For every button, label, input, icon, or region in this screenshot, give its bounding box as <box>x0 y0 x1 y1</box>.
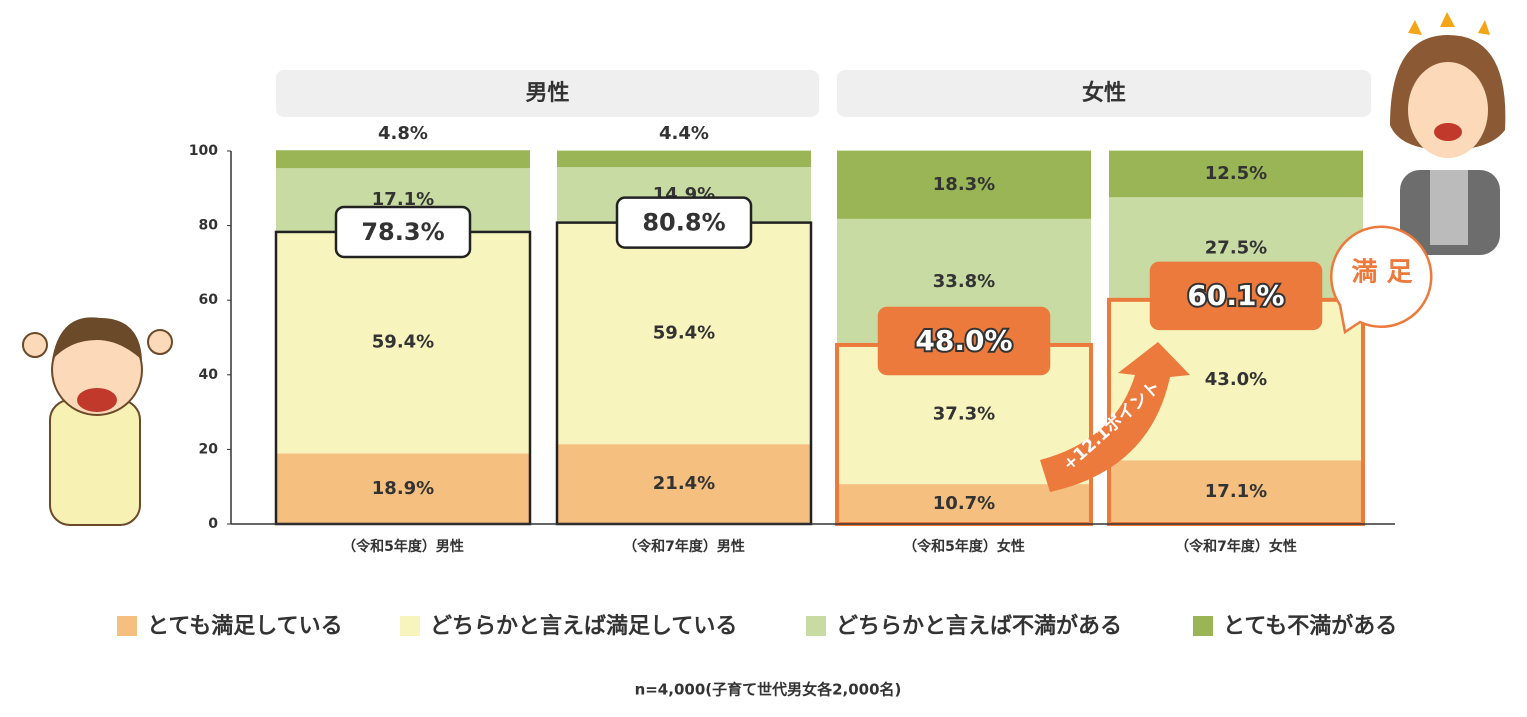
group-label: 女性 <box>1082 80 1126 106</box>
value-label: 43.0% <box>1205 369 1267 390</box>
bubble <box>1330 225 1433 335</box>
x-tick-label: （令和5年度）女性 <box>903 538 1025 555</box>
callout-label: 78.3% <box>361 218 444 246</box>
bar-segment <box>557 150 811 168</box>
bar-segment <box>837 484 1091 524</box>
value-label: 4.4% <box>659 123 709 144</box>
x-tick-label: （令和7年度）女性 <box>1175 538 1297 555</box>
x-tick-label: （令和7年度）男性 <box>623 538 745 555</box>
bar-segment <box>276 150 530 169</box>
group-header <box>837 70 1371 117</box>
legend-label: どちらかと言えば不満がある <box>836 613 1122 639</box>
y-tick-label: 20 <box>199 441 219 457</box>
value-label: 37.3% <box>933 404 995 425</box>
legend-swatch <box>117 616 137 636</box>
callout-box <box>615 196 753 249</box>
value-label: 12.5% <box>1205 163 1267 184</box>
legend-swatch <box>806 616 826 636</box>
legend-swatch <box>1193 616 1213 636</box>
bar-segment <box>557 222 811 445</box>
legend-label: とても満足している <box>147 613 343 639</box>
value-label: 59.4% <box>372 332 434 353</box>
callout-box <box>1149 261 1323 331</box>
value-label: 17.1% <box>372 189 434 210</box>
value-label: 27.5% <box>1205 238 1267 259</box>
value-label: 21.4% <box>653 473 715 494</box>
value-label: 59.4% <box>653 322 715 343</box>
value-label: 18.3% <box>933 174 995 195</box>
y-tick-label: 0 <box>208 516 218 532</box>
bar-segment <box>1109 150 1363 198</box>
callout-box <box>334 205 472 259</box>
man-illustration <box>22 317 173 526</box>
bar-segment <box>276 231 530 454</box>
bar-segment <box>1109 460 1363 524</box>
callout-box <box>877 306 1051 376</box>
group-header <box>276 70 819 117</box>
y-tick-label: 100 <box>189 143 218 159</box>
y-tick-label: 80 <box>199 218 219 234</box>
y-tick-label: 40 <box>199 367 219 383</box>
group-label: 男性 <box>525 81 569 106</box>
value-label: 33.8% <box>933 271 995 292</box>
value-label: 17.1% <box>1205 481 1267 502</box>
callout-label: 48.0% <box>915 324 1012 357</box>
woman-illustration <box>1390 12 1506 255</box>
bar-segment <box>837 150 1091 219</box>
y-tick-label: 60 <box>199 292 219 308</box>
bar-segment <box>276 453 530 524</box>
value-label: 18.9% <box>372 478 434 499</box>
footnote: n=4,000(子育て世代男女各2,000名) <box>635 681 902 699</box>
x-tick-label: （令和5年度）男性 <box>342 538 464 555</box>
legend-label: どちらかと言えば満足している <box>430 613 737 639</box>
arrow <box>1040 342 1190 492</box>
legend-label: とても不満がある <box>1223 613 1397 639</box>
callout-label: 60.1% <box>1187 279 1284 312</box>
legend-swatch <box>400 616 420 636</box>
bubble-label: 満 足 <box>1351 258 1412 288</box>
value-label: 4.8% <box>378 123 428 144</box>
callout-label: 80.8% <box>642 209 725 237</box>
bar-segment <box>557 444 811 524</box>
value-label: 10.7% <box>933 493 995 514</box>
